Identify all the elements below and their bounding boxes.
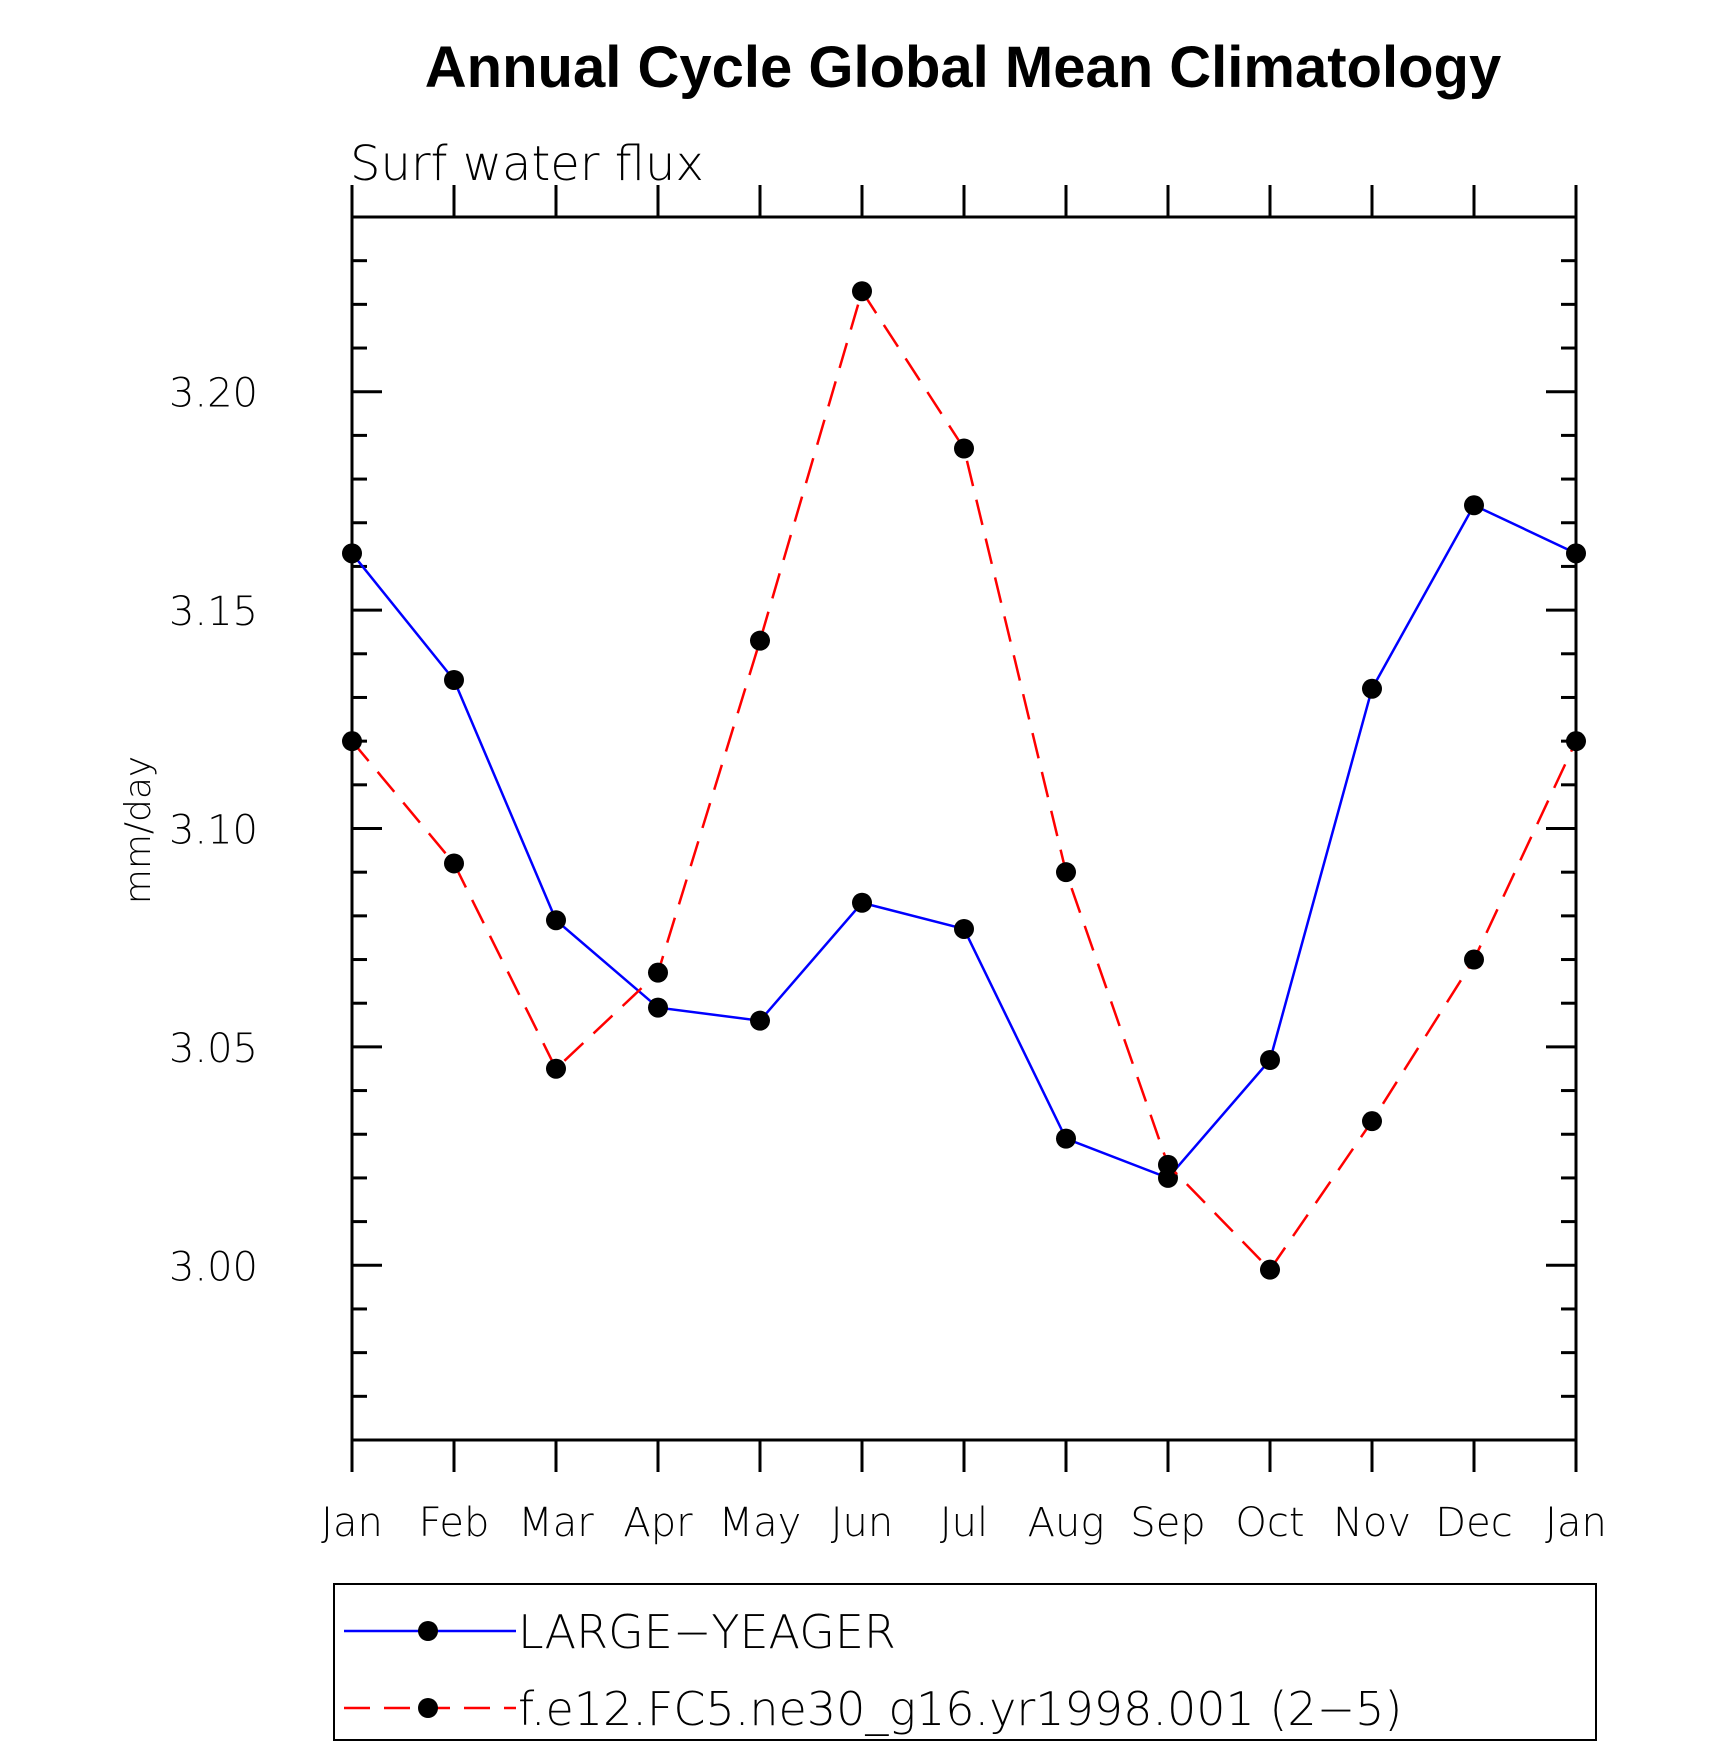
data-point xyxy=(444,669,464,690)
x-tick-label: Aug xyxy=(1028,1500,1105,1546)
data-point xyxy=(1566,543,1586,564)
plot-frame xyxy=(350,215,1578,1442)
y-tick-label: 3.05 xyxy=(169,1026,258,1072)
data-point xyxy=(852,281,872,302)
chart-title: Annual Cycle Global Mean Climatology xyxy=(425,35,1501,100)
plot-axes xyxy=(350,185,1578,1472)
x-tick-label: Dec xyxy=(1435,1500,1512,1546)
y-tick-label: 3.10 xyxy=(169,808,258,854)
legend-marker xyxy=(418,1698,438,1718)
data-point xyxy=(852,892,872,913)
data-point xyxy=(546,1058,566,1079)
data-point xyxy=(1464,949,1484,970)
legend-marker xyxy=(418,1621,438,1641)
series-line xyxy=(351,503,1577,1180)
data-point xyxy=(750,1010,770,1031)
legend-label: LARGE−YEAGER xyxy=(518,1605,896,1659)
x-tick-label: Oct xyxy=(1235,1500,1304,1546)
x-tick-label: Nov xyxy=(1333,1500,1411,1546)
y-tick-label: 3.00 xyxy=(169,1244,258,1290)
data-point xyxy=(648,997,668,1018)
legend-label: f.e12.FC5.ne30_g16.yr1998.001 (2−5) xyxy=(518,1682,1402,1736)
data-point xyxy=(1362,678,1382,699)
data-point xyxy=(1260,1049,1280,1070)
data-point xyxy=(954,438,974,459)
x-tick-labels: Jan Feb Mar Apr May Jun Jul Aug Sep Oct Nov Dec Jan xyxy=(321,1500,1607,1546)
x-tick-label: Jul xyxy=(940,1500,988,1546)
x-tick-label: May xyxy=(719,1500,802,1546)
data-point xyxy=(1260,1259,1280,1280)
x-tick-label: Jan xyxy=(1545,1500,1607,1546)
legend: LARGE−YEAGER f.e12.FC5.ne30_g16.yr1998.00… xyxy=(333,1583,1597,1741)
y-tick-label: 3.15 xyxy=(169,589,258,635)
x-tick-label: Jun xyxy=(831,1500,894,1546)
x-tick-label: Feb xyxy=(419,1500,490,1546)
data-point xyxy=(1464,495,1484,516)
data-point xyxy=(342,543,362,564)
x-tick-label: Jan xyxy=(321,1500,383,1546)
x-tick-label: Sep xyxy=(1130,1500,1205,1546)
series-1 xyxy=(342,495,1586,1188)
data-point xyxy=(1158,1154,1178,1175)
legend-box xyxy=(333,1583,1597,1741)
data-point xyxy=(648,962,668,983)
data-point xyxy=(1566,731,1586,752)
series-line xyxy=(351,288,1578,1272)
data-point xyxy=(750,630,770,651)
data-point xyxy=(1056,1128,1076,1149)
data-point xyxy=(954,918,974,939)
chart-subtitle: Surf water flux xyxy=(350,136,704,192)
x-tick-label: Mar xyxy=(518,1500,594,1546)
data-point xyxy=(1056,862,1076,883)
data-point xyxy=(546,910,566,931)
y-tick-label: 3.20 xyxy=(169,371,258,417)
x-tick-label: Apr xyxy=(623,1500,693,1546)
data-point xyxy=(342,731,362,752)
y-tick-labels: 3.00 3.05 3.10 3.15 3.20 xyxy=(169,371,258,1291)
series-2 xyxy=(342,281,1586,1280)
data-point xyxy=(1362,1111,1382,1132)
y-axis-label: mm/day xyxy=(118,756,159,904)
data-point xyxy=(444,853,464,874)
series-layer xyxy=(342,281,1586,1280)
